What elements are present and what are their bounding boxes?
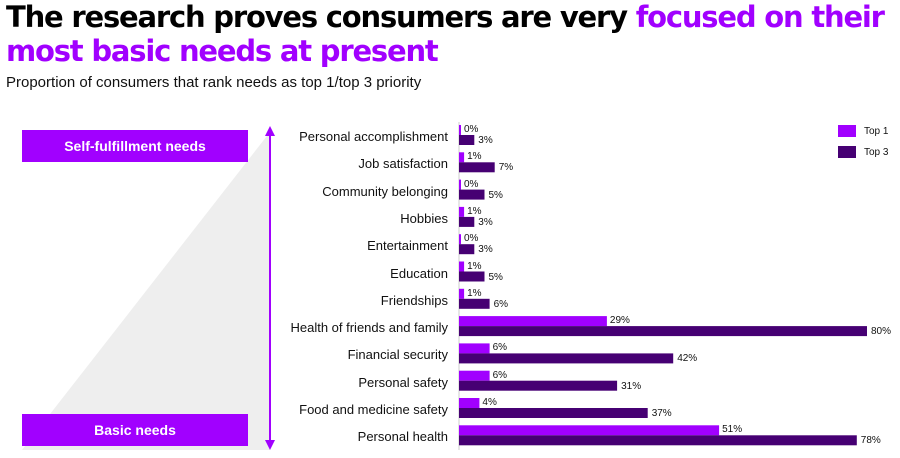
legend-top1-label: Top 1 [864, 125, 889, 137]
value-label-top1: 1% [467, 205, 482, 217]
self-fulfillment-needs-label: Self-fulfillment needs [22, 130, 248, 162]
value-label-top1: 0% [464, 178, 479, 190]
value-label-top1: 1% [467, 287, 482, 299]
value-label-top3: 3% [478, 216, 493, 228]
bar-top3-8 [459, 353, 674, 364]
category-label: Job satisfaction [358, 156, 448, 172]
bar-top1-2 [459, 179, 461, 190]
category-label: Community belonging [322, 183, 448, 199]
bar-top1-10 [459, 398, 480, 408]
bar-top3-0 [459, 135, 475, 145]
value-label-top3: 3% [478, 244, 493, 256]
value-label-top3: 5% [488, 271, 503, 283]
bar-top3-9 [459, 380, 618, 391]
category-label: Education [390, 265, 448, 281]
value-label-top3: 5% [488, 189, 503, 201]
value-label-top1: 6% [492, 369, 508, 381]
legend-top3: Top 3 [838, 145, 888, 159]
bar-top3-1 [459, 162, 495, 173]
bar-top1-4 [459, 234, 461, 245]
bar-top3-7 [459, 326, 867, 337]
legend-top3-swatch [838, 146, 856, 158]
axis-arrow-up-icon [265, 126, 275, 136]
bar-top1-7 [459, 316, 607, 327]
bar-top3-3 [459, 216, 475, 227]
bar-top1-1 [459, 152, 465, 163]
bar-top1-0 [459, 125, 461, 135]
bar-top3-11 [459, 435, 857, 446]
value-label-top3: 6% [493, 298, 509, 310]
value-label-top1: 1% [467, 151, 482, 163]
legend: Top 1 Top 3 [838, 124, 888, 166]
chart-title: The research proves consumers are very f… [6, 0, 896, 68]
bar-top3-6 [459, 298, 490, 309]
bar-top1-6 [459, 288, 465, 299]
pyramid-shape [22, 132, 270, 450]
value-label-top1: 0% [464, 124, 479, 135]
value-label-top3: 31% [621, 380, 642, 392]
category-label: Hobbies [400, 210, 448, 226]
value-label-top1: 51% [722, 424, 743, 436]
bar-top1-3 [459, 206, 465, 217]
title-main: The research proves consumers are very [6, 0, 636, 34]
legend-top1-swatch [838, 125, 856, 137]
bar-top1-9 [459, 370, 490, 381]
category-label: Health of friends and family [290, 320, 448, 336]
legend-top1: Top 1 [838, 124, 888, 138]
bar-top1-8 [459, 343, 490, 354]
legend-top3-label: Top 3 [864, 146, 889, 158]
value-label-top1: 1% [467, 260, 482, 272]
value-label-top1: 29% [609, 315, 630, 327]
category-label: Financial security [347, 347, 448, 363]
value-label-top3: 80% [871, 326, 892, 338]
value-label-top3: 78% [860, 435, 881, 447]
category-label: Food and medicine safety [299, 402, 448, 417]
bar-top3-5 [459, 271, 485, 282]
category-label: Friendships [380, 292, 448, 308]
title-accent: focused on their most basic needs at pre… [6, 0, 885, 68]
axis-arrow-down-icon [265, 440, 275, 450]
bar-top3-2 [459, 189, 485, 200]
chart-subtitle: Proportion of consumers that rank needs … [6, 74, 422, 91]
value-label-top1: 0% [464, 233, 479, 245]
value-label-top3: 7% [498, 162, 514, 174]
category-label: Personal health [357, 429, 448, 445]
category-label: Personal accomplishment [299, 129, 448, 144]
category-label: Personal safety [358, 374, 448, 390]
value-label-top1: 6% [492, 342, 508, 354]
category-label: Entertainment [367, 238, 448, 254]
bar-top3-10 [459, 408, 648, 418]
basic-needs-label: Basic needs [22, 414, 248, 446]
value-label-top3: 37% [651, 408, 672, 419]
value-label-top1: 4% [482, 397, 497, 408]
bar-top3-4 [459, 244, 475, 255]
value-label-top3: 3% [478, 135, 493, 146]
bar-top1-5 [459, 261, 465, 272]
value-label-top3: 42% [677, 353, 698, 365]
bar-top1-11 [459, 425, 720, 436]
